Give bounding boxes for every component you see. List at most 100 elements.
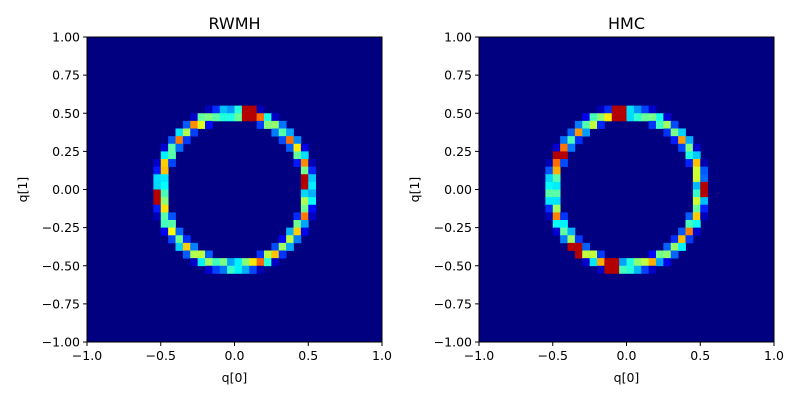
x-tick-label: 1.0 — [372, 348, 392, 363]
x-tick-label: 0.0 — [617, 348, 637, 363]
heatmap-cell — [160, 212, 169, 221]
heatmap-cell — [182, 235, 191, 244]
heatmap-cell — [278, 128, 287, 137]
heatmap-cell — [648, 265, 657, 274]
heatmap-cell — [308, 166, 317, 175]
heatmap-cell — [205, 113, 213, 122]
heatmap-cell — [300, 197, 309, 206]
heatmap-cell — [582, 258, 591, 267]
heatmap-cell — [597, 265, 605, 274]
heatmap-cell — [160, 143, 169, 152]
heatmap-cell — [678, 227, 686, 236]
heatmap-cell — [692, 174, 701, 183]
heatmap-cell — [552, 220, 561, 229]
heatmap-cell — [197, 120, 206, 129]
heatmap-cell — [567, 235, 576, 244]
y-tick-label: −1.00 — [434, 335, 472, 350]
heatmap-cell — [256, 250, 265, 259]
heatmap-cell — [300, 204, 309, 213]
heatmap-cell — [685, 143, 694, 152]
heatmap-cell — [160, 166, 169, 175]
heatmap-cell — [300, 189, 309, 198]
heatmap-cell — [663, 120, 672, 129]
heatmap-cell — [589, 120, 598, 129]
heatmap-cell — [604, 113, 613, 122]
heatmap-cell — [271, 128, 280, 137]
chart-rwmh: RWMH −1.0 −0.5 0.0 0.5 1.0 −1.00 −0.75 −0.50 −0… — [15, 14, 392, 385]
heatmap-cell — [300, 181, 309, 190]
heatmap-cell — [227, 265, 235, 274]
heatmap-cell — [241, 265, 250, 274]
heatmap-cell — [286, 143, 294, 152]
heatmap-cell — [308, 181, 317, 190]
heatmap-cell — [589, 113, 598, 122]
heatmap-cell — [256, 113, 265, 122]
heatmap-cell — [219, 105, 228, 114]
heatmap-cell — [574, 235, 583, 244]
chart-title: RWMH — [208, 14, 260, 33]
heatmap-cell — [205, 258, 213, 267]
y-axis: −1.00 −0.75 −0.50 −0.25 0.00 0.25 0.50 0.75 1.00 — [42, 30, 87, 350]
heatmap-cell — [552, 227, 561, 236]
heatmap-cell — [300, 212, 309, 221]
y-tick-label: 0.00 — [444, 182, 472, 197]
heatmap-cell — [685, 159, 694, 168]
heatmap-cell — [249, 258, 258, 267]
heatmap-cell — [286, 235, 294, 244]
y-tick-label: 0.75 — [444, 68, 472, 83]
heatmap-cell — [692, 159, 701, 168]
heatmap-cell — [663, 250, 672, 259]
heatmap-cell — [700, 212, 709, 221]
heatmap-cell — [700, 204, 709, 213]
heatmap-cell — [160, 159, 169, 168]
heatmap-cell — [300, 159, 309, 168]
heatmap-cell — [700, 166, 709, 175]
heatmap-cell — [692, 189, 701, 198]
chart-title: HMC — [608, 14, 645, 33]
heatmap-cell — [308, 204, 317, 213]
heatmap-cell — [574, 250, 583, 259]
heatmap-cell — [582, 120, 591, 129]
heatmap-cell — [597, 250, 605, 259]
heatmap-cell — [264, 120, 272, 129]
heatmap-cell — [582, 113, 591, 122]
heatmap-cell — [271, 258, 280, 267]
heatmap-cell — [160, 197, 169, 206]
heatmap-cell — [560, 136, 568, 145]
heatmap-cell — [560, 151, 568, 160]
x-tick-label: 0.5 — [690, 348, 710, 363]
heatmap-cell — [545, 204, 554, 213]
heatmap-cell — [160, 174, 169, 183]
heatmap-cell — [212, 258, 221, 267]
heatmap-cell — [560, 235, 568, 244]
heatmap-cell — [604, 265, 613, 274]
heatmap-cell — [678, 235, 686, 244]
heatmap-cell — [611, 113, 620, 122]
heatmap-cell — [212, 265, 221, 274]
heatmap-cell — [293, 220, 302, 229]
heatmap-cell — [160, 151, 169, 160]
heatmap-cell — [604, 105, 613, 114]
heatmap-cell — [611, 105, 620, 114]
heatmap-cell — [190, 120, 199, 129]
heatmap-cell — [219, 265, 228, 274]
heatmap-cell — [619, 265, 627, 274]
heatmap-cell — [212, 113, 221, 122]
heatmap-cell — [552, 189, 561, 198]
heatmap-cell — [670, 128, 679, 137]
heatmap-cell — [241, 113, 250, 122]
heatmap-cell — [545, 166, 554, 175]
y-tick-label: −0.25 — [434, 220, 472, 235]
heatmap-cell — [641, 265, 650, 274]
heatmap-cell — [293, 136, 302, 145]
heatmap-cell — [560, 227, 568, 236]
heatmap-cell — [552, 143, 561, 152]
heatmap-cell — [692, 143, 701, 152]
heatmap-cell — [227, 258, 235, 267]
y-tick-label: 0.50 — [52, 106, 80, 121]
heatmap-cell — [611, 265, 620, 274]
x-tick-label: 1.0 — [764, 348, 784, 363]
heatmap-cell — [574, 128, 583, 137]
heatmap-cell — [670, 235, 679, 244]
